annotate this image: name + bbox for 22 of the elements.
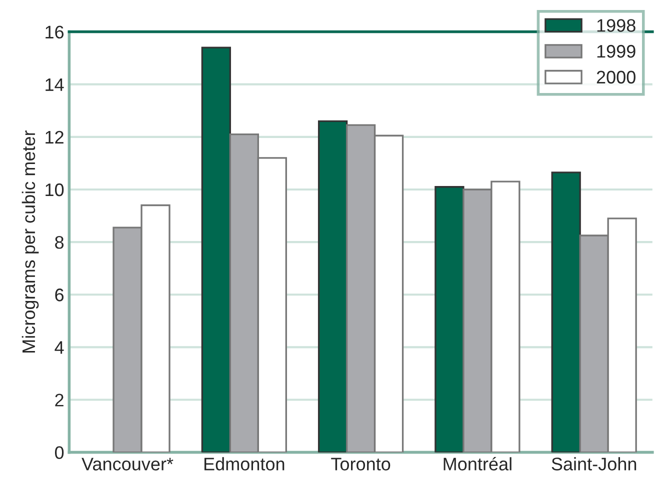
y-tick-label: 16 — [46, 26, 64, 39]
bar — [318, 120, 348, 452]
bar — [551, 172, 581, 452]
x-tick-label: Edmonton — [204, 457, 284, 470]
y-tick-label: 10 — [46, 183, 64, 196]
legend-label: 1999 — [597, 44, 636, 58]
x-tick-label: Saint-John — [552, 457, 636, 470]
y-tick-label: 2 — [55, 394, 64, 406]
y-tick-label: 4 — [54, 341, 64, 354]
legend-label: 2000 — [596, 70, 636, 84]
bar — [434, 186, 464, 452]
y-tick-label: 14 — [46, 78, 64, 91]
x-tick-label: Vancouver* — [82, 458, 174, 470]
y-tick-label: 8 — [55, 236, 64, 249]
y-tick-label: 6 — [55, 288, 64, 302]
y-tick-label: 0 — [55, 446, 64, 460]
x-tick-label: Montréal — [444, 456, 512, 470]
legend-label: 1998 — [597, 19, 636, 32]
y-tick-label: 12 — [46, 130, 64, 144]
y-axis-title: Micrograms per cubic meter — [22, 130, 39, 352]
bar — [201, 46, 231, 452]
x-tick-label: Toronto — [331, 458, 390, 470]
